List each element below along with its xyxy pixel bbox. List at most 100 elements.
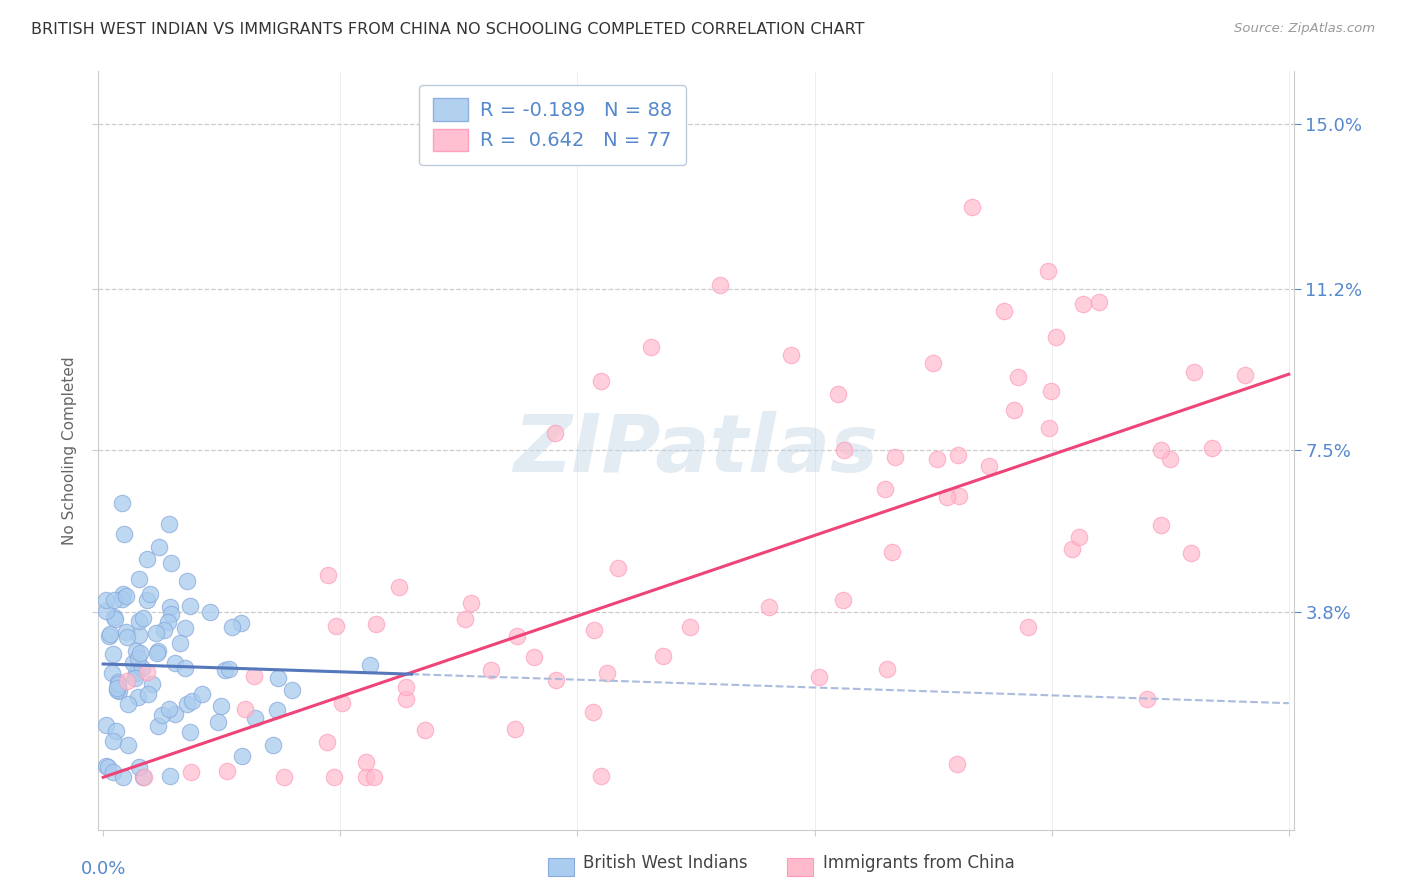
Point xyxy=(156,615,179,630)
Point xyxy=(323,770,346,784)
Point xyxy=(591,374,613,388)
Point xyxy=(125,665,148,680)
Point xyxy=(607,561,630,575)
Text: ZIPatlas: ZIPatlas xyxy=(513,411,879,490)
Text: 0.0%: 0.0% xyxy=(80,860,127,878)
Point xyxy=(103,610,125,624)
Point xyxy=(104,612,127,626)
Point xyxy=(544,673,567,687)
Point xyxy=(139,587,162,601)
Point xyxy=(160,556,183,570)
Point xyxy=(807,670,830,684)
Point xyxy=(132,611,155,625)
Point xyxy=(115,590,138,604)
Point xyxy=(229,615,252,630)
Point xyxy=(544,425,567,440)
Point xyxy=(316,568,339,582)
Point xyxy=(179,725,201,739)
Point xyxy=(128,628,150,642)
Point xyxy=(1135,691,1157,706)
Point xyxy=(880,545,903,559)
Point xyxy=(157,517,180,532)
Point xyxy=(94,718,117,732)
Point xyxy=(243,711,266,725)
Point xyxy=(589,769,612,783)
Point xyxy=(218,662,240,676)
Point xyxy=(1182,365,1205,379)
Point xyxy=(146,647,169,661)
Point xyxy=(127,651,149,665)
Point xyxy=(1038,263,1060,277)
Point xyxy=(1088,295,1111,310)
Point xyxy=(281,682,304,697)
Point xyxy=(169,636,191,650)
Point xyxy=(100,666,122,681)
Point xyxy=(1233,368,1256,382)
Point xyxy=(1002,403,1025,417)
Point xyxy=(131,660,153,674)
Point xyxy=(262,738,284,752)
Point xyxy=(125,643,148,657)
Point xyxy=(136,551,159,566)
Point xyxy=(174,661,197,675)
Point xyxy=(159,769,181,783)
Point xyxy=(135,593,157,607)
Text: BRITISH WEST INDIAN VS IMMIGRANTS FROM CHINA NO SCHOOLING COMPLETED CORRELATION : BRITISH WEST INDIAN VS IMMIGRANTS FROM C… xyxy=(31,22,865,37)
Point xyxy=(354,770,377,784)
Point xyxy=(200,605,222,619)
Point xyxy=(117,738,139,752)
Point xyxy=(454,612,477,626)
Point xyxy=(111,587,134,601)
Point xyxy=(831,593,853,607)
Point xyxy=(107,677,129,691)
Point xyxy=(124,671,146,685)
Point xyxy=(235,702,257,716)
Point xyxy=(159,599,181,614)
Point xyxy=(960,200,983,214)
Point xyxy=(148,719,170,733)
Point xyxy=(394,680,416,694)
Point xyxy=(221,620,243,634)
Point xyxy=(207,714,229,729)
Point xyxy=(1180,546,1202,560)
Point xyxy=(176,697,198,711)
Point xyxy=(1040,384,1063,398)
Point xyxy=(132,770,155,784)
Point xyxy=(1150,517,1173,532)
Point xyxy=(1069,530,1091,544)
Point xyxy=(395,692,418,706)
Point xyxy=(977,458,1000,473)
Text: Immigrants from China: Immigrants from China xyxy=(823,855,1014,872)
Point xyxy=(128,572,150,586)
Point xyxy=(94,759,117,773)
Point xyxy=(181,694,204,708)
Point xyxy=(1045,330,1067,344)
Text: British West Indians: British West Indians xyxy=(583,855,748,872)
Point xyxy=(460,596,482,610)
Point xyxy=(101,648,124,662)
Point xyxy=(832,442,855,457)
Point xyxy=(103,592,125,607)
Point xyxy=(922,356,945,370)
Point xyxy=(640,340,662,354)
Point xyxy=(141,676,163,690)
Point xyxy=(1150,442,1173,457)
Point xyxy=(163,656,186,670)
Point xyxy=(153,623,176,637)
Point xyxy=(359,658,381,673)
Point xyxy=(946,757,969,772)
Point xyxy=(190,688,212,702)
Point xyxy=(180,765,202,780)
Point xyxy=(779,348,801,362)
Point xyxy=(651,649,673,664)
Point xyxy=(215,764,238,778)
Point xyxy=(1038,421,1060,435)
Point xyxy=(103,765,125,780)
Point xyxy=(94,593,117,607)
Point xyxy=(176,574,198,589)
Point xyxy=(363,770,385,784)
Point xyxy=(127,690,149,704)
Point xyxy=(94,604,117,618)
Point xyxy=(356,755,378,769)
Point xyxy=(148,540,170,554)
